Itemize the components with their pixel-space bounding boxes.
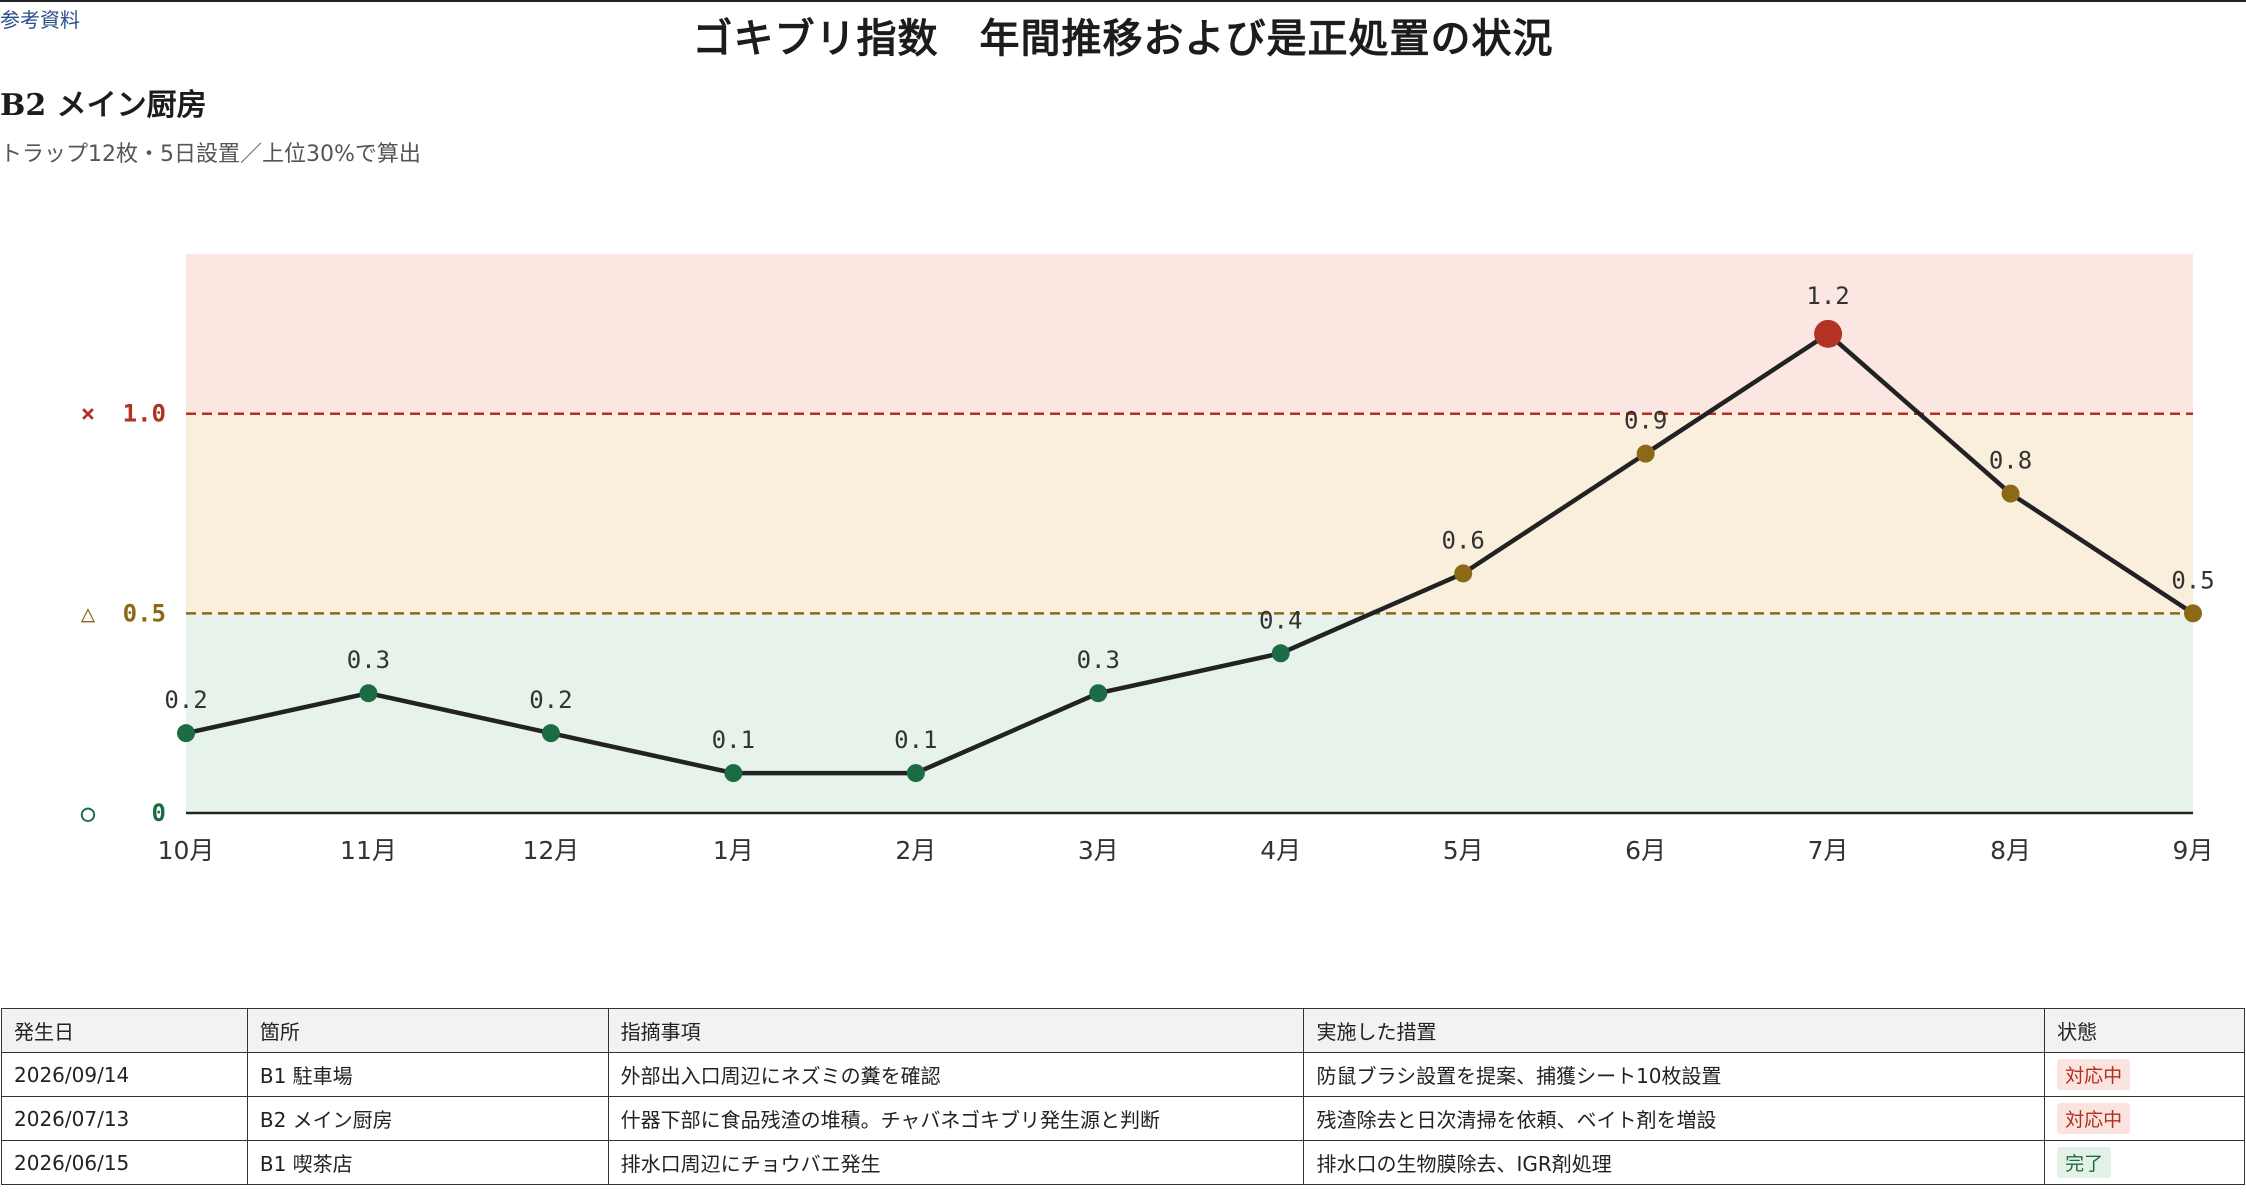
data-label: 0.1	[894, 726, 937, 754]
x-tick-label: 11月	[340, 836, 397, 865]
data-point	[2001, 484, 2020, 503]
page-title: ゴキブリ指数 年間推移および是正処置の状況	[692, 15, 1554, 62]
x-tick-label: 12月	[523, 836, 580, 865]
data-label: 0.2	[529, 686, 572, 714]
x-tick-label: 1月	[713, 836, 754, 865]
cell-finding: 外部出入口周辺にネズミの糞を確認	[607, 1052, 1305, 1097]
cell-finding: 什器下部に食品残渣の堆積。チャバネゴキブリ発生源と判断	[607, 1096, 1305, 1141]
data-point	[1271, 644, 1290, 663]
column-header-status: 状態	[2044, 1008, 2245, 1053]
chart-subtitle: トラップ12枚・5日設置／上位30%で算出	[0, 142, 421, 167]
good-band	[186, 613, 2193, 813]
column-header-place: 箇所	[246, 1008, 609, 1053]
cell-finding: 排水口周辺にチョウバエ発生	[607, 1140, 1305, 1185]
status-badge: 完了	[2057, 1147, 2112, 1178]
data-label: 0.2	[164, 686, 207, 714]
status-badge: 対応中	[2057, 1059, 2131, 1090]
cell-action: 残渣除去と日次清掃を依頼、ベイト剤を増設	[1303, 1096, 2046, 1141]
section-title: B2 メイン厨房	[0, 88, 207, 123]
table-row: 2026/09/14 B1 駐車場 外部出入口周辺にネズミの糞を確認 防鼠ブラシ…	[1, 1052, 2245, 1097]
y-tick-symbol-bad: ×	[81, 400, 95, 428]
cell-date: 2026/06/15	[1, 1140, 248, 1185]
y-tick-label-good: 0	[152, 799, 166, 827]
data-point	[2184, 604, 2202, 623]
table-row: 2026/06/15 B1 喫茶店 排水口周辺にチョウバエ発生 排水口の生物膜除…	[1, 1140, 2245, 1185]
cell-date: 2026/09/14	[1, 1052, 248, 1097]
table-header-row: 発生日 箇所 指摘事項 実施した措置 状態	[1, 1008, 2245, 1053]
data-label: 1.2	[1806, 282, 1849, 310]
data-point	[359, 684, 378, 703]
data-label: 0.5	[2171, 566, 2214, 594]
table-row: 2026/07/13 B2 メイン厨房 什器下部に食品残渣の堆積。チャバネゴキブ…	[1, 1096, 2245, 1141]
index-line-chart: ○ 0 △ 0.5 × 1.0 10月 11月 12月 1月 2月 3月 4月 5月 6月 7月 8月 9月 0.2…	[81, 254, 2215, 865]
x-tick-label: 4月	[1260, 836, 1301, 865]
column-header-date: 発生日	[1, 1008, 248, 1053]
corrective-action-table: 発生日 箇所 指摘事項 実施した措置 状態 2026/09/14 B1 駐車場 …	[1, 1008, 2245, 1185]
reference-link[interactable]: 参考資料	[0, 8, 80, 32]
x-tick-label: 2月	[895, 836, 936, 865]
data-label: 0.1	[712, 726, 755, 754]
cell-action: 排水口の生物膜除去、IGR剤処理	[1303, 1140, 2046, 1185]
data-point	[177, 724, 195, 743]
cell-place: B2 メイン厨房	[246, 1096, 609, 1141]
x-tick-label: 9月	[2173, 836, 2214, 865]
column-header-action: 実施した措置	[1303, 1008, 2046, 1053]
column-header-finding: 指摘事項	[607, 1008, 1305, 1053]
data-label: 0.4	[1259, 606, 1302, 634]
cell-action: 防鼠ブラシ設置を提案、捕獲シート10枚設置	[1303, 1052, 2046, 1097]
data-label: 0.9	[1624, 407, 1667, 435]
data-point	[1089, 684, 1108, 703]
y-tick-label-warn: 0.5	[123, 599, 166, 627]
alert-band	[186, 254, 2193, 414]
x-tick-label: 7月	[1808, 836, 1849, 865]
cell-status: 対応中	[2044, 1096, 2245, 1141]
data-label: 0.6	[1442, 526, 1485, 554]
data-point	[1454, 564, 1473, 583]
data-point-peak	[1814, 319, 1843, 348]
cell-place: B1 駐車場	[246, 1052, 609, 1097]
cell-status: 完了	[2044, 1140, 2245, 1185]
data-point	[724, 764, 743, 783]
data-point	[1636, 444, 1655, 463]
x-tick-label: 5月	[1443, 836, 1484, 865]
data-label: 0.8	[1989, 447, 2032, 475]
y-tick-label-bad: 1.0	[123, 400, 166, 428]
data-point	[906, 764, 925, 783]
x-tick-label: 6月	[1625, 836, 1666, 865]
y-tick-symbol-warn: △	[81, 599, 96, 627]
data-label: 0.3	[1077, 646, 1120, 674]
cell-date: 2026/07/13	[1, 1096, 248, 1141]
data-point	[541, 724, 560, 743]
warning-band	[186, 413, 2193, 614]
y-tick-symbol-good: ○	[81, 799, 96, 827]
x-tick-label: 8月	[1990, 836, 2031, 865]
status-badge: 対応中	[2057, 1103, 2131, 1134]
cell-status: 対応中	[2044, 1052, 2245, 1097]
series-line	[185, 331, 2195, 776]
x-tick-label: 10月	[158, 836, 215, 865]
cell-place: B1 喫茶店	[246, 1140, 609, 1185]
data-label: 0.3	[347, 646, 390, 674]
x-tick-label: 3月	[1078, 836, 1119, 865]
